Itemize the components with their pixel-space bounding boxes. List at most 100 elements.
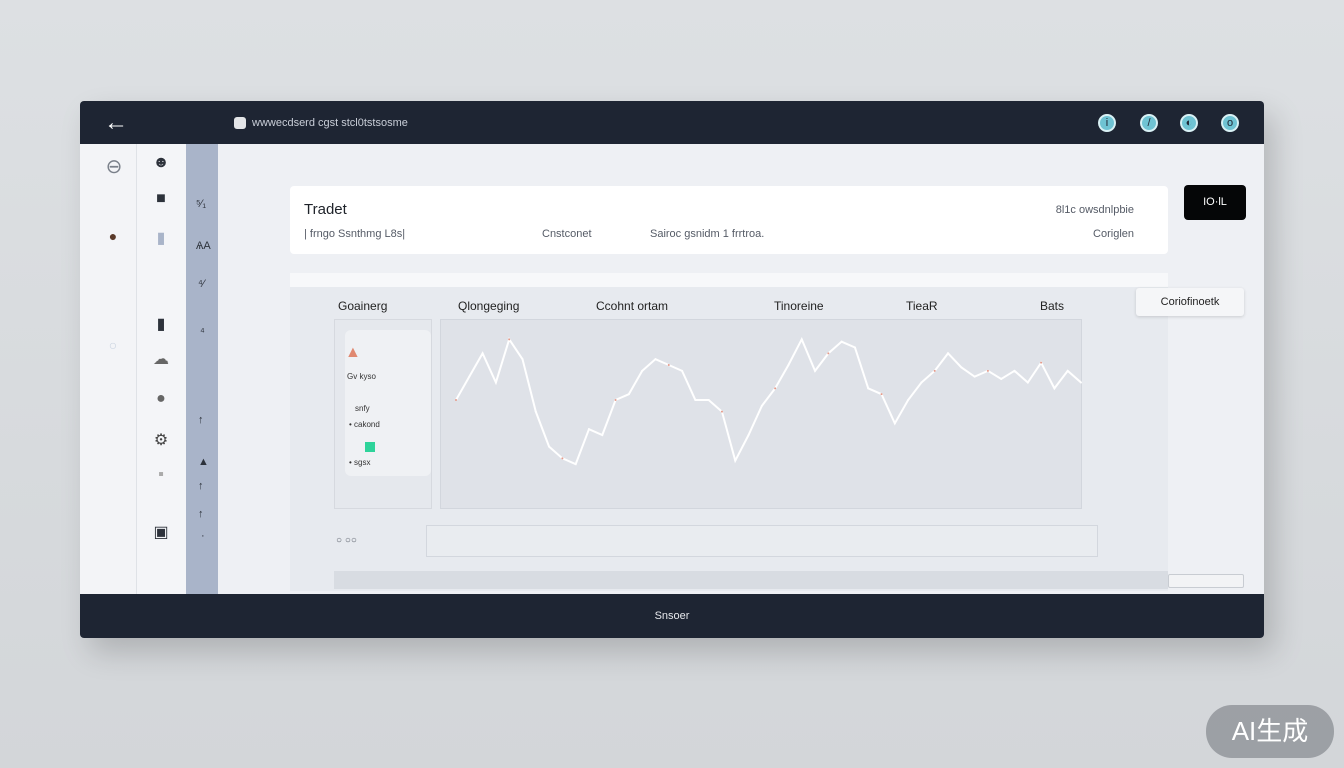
sidebar-secondary: ☻ ■ ▮ ▮ ☁ ● ⚙ ▪ ▣ (137, 144, 186, 594)
strip-item[interactable]: · (201, 530, 205, 542)
archive-icon[interactable]: ▣ (153, 524, 169, 541)
notification-icon[interactable]: ▪ (158, 466, 164, 483)
data-point (654, 358, 657, 361)
data-point (508, 338, 511, 341)
chat-icon[interactable]: ● (156, 390, 166, 407)
strip-item[interactable]: ↑ (198, 480, 204, 492)
horizontal-scrollbar[interactable] (334, 571, 1168, 589)
data-point (933, 369, 936, 372)
data-point (481, 352, 484, 355)
data-point (1053, 387, 1056, 390)
title-bar: ← wwwecdserd cgst stcl0tstsosme i / ◐ o (80, 101, 1264, 144)
legend-label: snfy (355, 404, 370, 413)
avatar-icon: ▲ (345, 344, 361, 361)
data-point (1000, 378, 1003, 380)
tab[interactable]: TieaR (906, 299, 938, 313)
data-point (734, 459, 737, 462)
app-window: ← wwwecdserd cgst stcl0tstsosme i / ◐ o … (80, 101, 1264, 638)
data-point (681, 369, 684, 372)
strip-item[interactable]: ⁵⁄₁ (196, 198, 207, 210)
page-title: Tradet (304, 201, 347, 218)
subtitle: | frngo Ssnthmg L8s| (304, 228, 406, 240)
lock-icon[interactable]: ▮ (156, 316, 166, 333)
data-point (827, 352, 830, 355)
data-point (534, 410, 537, 413)
tab[interactable]: Bats (1040, 299, 1065, 313)
data-point (561, 457, 564, 460)
line-chart (440, 319, 1082, 509)
data-point (1040, 361, 1043, 364)
record-icon[interactable]: ● (108, 228, 118, 244)
dashboard-icon[interactable]: ⊖ (105, 156, 123, 178)
watermark: AI生成 (1206, 705, 1334, 758)
data-point (641, 369, 644, 372)
data-point (1026, 381, 1029, 384)
data-point (614, 399, 617, 401)
data-point (720, 410, 723, 413)
strip-item[interactable]: ▲ (198, 456, 209, 468)
data-point (774, 387, 777, 390)
strip-item[interactable]: ⁴⁄ (198, 278, 205, 290)
data-point (468, 375, 471, 378)
gear-icon[interactable]: ⚙ (153, 432, 169, 449)
data-point (707, 399, 710, 401)
tab[interactable]: Goainerg (338, 299, 388, 313)
user-group-icon[interactable]: ☻ (152, 154, 170, 171)
data-point (747, 434, 750, 436)
data-point (494, 381, 497, 384)
data-point (800, 338, 803, 341)
data-point (867, 387, 870, 390)
data-point (694, 399, 697, 401)
meta-value: 8l1c owsdnlpbie (1055, 204, 1134, 216)
data-point (840, 340, 843, 343)
data-point (667, 364, 670, 366)
radio-icon[interactable]: ○ (108, 337, 118, 353)
info-icon[interactable]: i (1098, 114, 1116, 132)
data-point (853, 346, 856, 349)
bottom-bar: Snsoer (80, 594, 1264, 638)
data-point (1066, 369, 1069, 372)
scroll-handle[interactable] (1168, 574, 1244, 588)
strip-item[interactable]: ⁴ (200, 326, 205, 338)
header-card: Tradet | frngo Ssnthmg L8s| Cnstconet Sa… (290, 186, 1168, 254)
side-action-button[interactable]: Coriofinoetk (1136, 288, 1244, 316)
data-point (814, 369, 817, 372)
tab[interactable]: Qlongeging (458, 299, 520, 313)
arrow-left-icon[interactable]: ← (104, 109, 128, 136)
globe-icon[interactable]: ◐ (1180, 114, 1198, 132)
meta-value: Coriglen (1093, 228, 1134, 240)
cloud-icon[interactable]: ☁ (153, 351, 169, 368)
tab[interactable]: Ccohnt ortam (596, 299, 669, 313)
sidebar-strip: ⁵⁄₁ ѦA ⁴⁄ ⁴ ↑ ▲ ↑ ↑ · (186, 144, 218, 594)
data-point (920, 381, 923, 384)
data-point (893, 422, 896, 425)
legend-swatch (365, 442, 375, 452)
data-point (960, 366, 963, 369)
edit-icon[interactable]: / (1140, 114, 1158, 132)
series-line (455, 336, 1082, 466)
data-point (907, 399, 910, 401)
site-icon (234, 117, 246, 129)
data-point (601, 434, 604, 436)
strip-item[interactable]: ↑ (198, 414, 204, 426)
legend-label: • sgsx (349, 458, 371, 467)
tab[interactable]: Tinoreine (774, 299, 824, 313)
action-button[interactable]: IO·lL (1184, 185, 1246, 220)
strip-item[interactable]: ↑ (198, 508, 204, 520)
document-icon[interactable]: ▮ (156, 230, 166, 247)
chart-svg (455, 336, 1082, 466)
address-bar[interactable]: wwwecdserd cgst stcl0tstsosme (234, 117, 408, 129)
data-point (1080, 381, 1082, 384)
data-point (521, 358, 524, 361)
legend-card: ▲ Gv kyso snfy • cakond • sgsx (345, 330, 431, 476)
legend-label: Gv kyso (347, 372, 376, 381)
timeline-scroll-area[interactable] (426, 525, 1098, 557)
profile-icon[interactable]: ■ (156, 190, 166, 207)
data-point (574, 463, 577, 466)
meta-field: Cnstconet (542, 228, 592, 240)
settings-icon[interactable]: o (1221, 114, 1239, 132)
data-point (455, 399, 457, 401)
data-point (587, 428, 590, 431)
url-text: wwwecdserd cgst stcl0tstsosme (252, 117, 408, 129)
strip-item[interactable]: ѦA (196, 240, 211, 252)
